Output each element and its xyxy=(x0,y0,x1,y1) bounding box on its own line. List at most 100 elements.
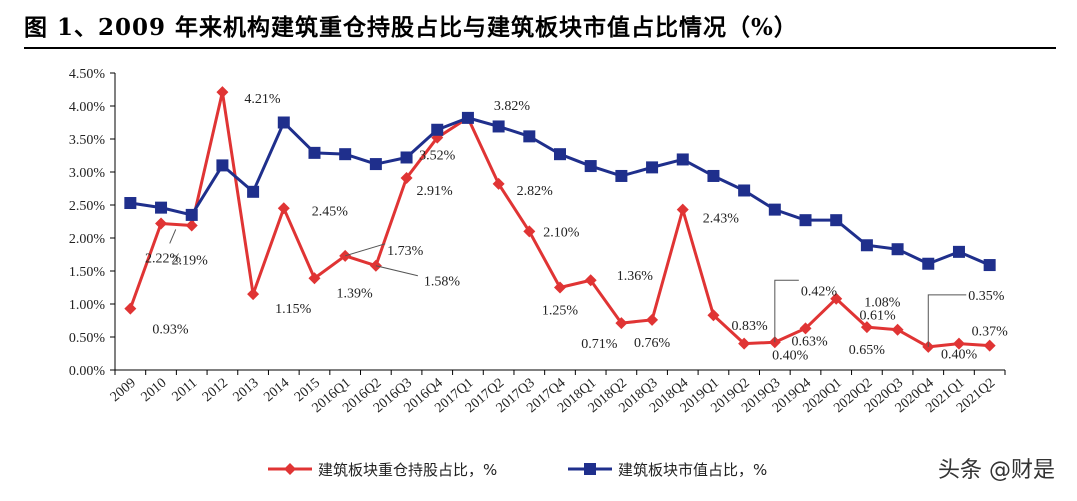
series-2-point xyxy=(584,160,597,173)
series-2-point xyxy=(707,169,720,182)
series-1-point xyxy=(952,337,965,350)
data-label: 0.42% xyxy=(801,284,838,299)
series-2-point xyxy=(768,203,781,216)
legend-label-2: 建筑板块市值占比，% xyxy=(618,461,767,479)
series-2-point xyxy=(922,257,935,270)
series-2-point xyxy=(615,169,628,182)
series-2-point xyxy=(247,185,260,198)
data-label: 2.45% xyxy=(312,204,349,219)
data-label: 0.71% xyxy=(581,337,618,352)
series-1-point xyxy=(247,288,260,301)
data-label: 2.19% xyxy=(172,253,209,268)
series-2-point xyxy=(523,130,536,143)
data-label: 1.39% xyxy=(336,286,373,301)
data-label: 0.63% xyxy=(792,334,829,349)
data-label: 2.10% xyxy=(543,225,580,240)
series-2-point xyxy=(216,159,229,172)
series-2-point xyxy=(155,201,168,214)
title-underline xyxy=(24,47,1056,49)
y-tick-label: 0.50% xyxy=(69,331,106,346)
series-1-point xyxy=(860,321,873,334)
data-label: 4.21% xyxy=(244,92,281,107)
y-tick-label: 3.50% xyxy=(69,133,106,148)
data-label: 0.40% xyxy=(772,349,809,364)
y-tick-label: 2.00% xyxy=(69,232,106,247)
data-label: 0.93% xyxy=(152,323,189,338)
y-tick-label: 1.50% xyxy=(69,265,106,280)
series-1-point xyxy=(615,317,628,330)
series-1-point xyxy=(554,281,566,294)
data-label: 1.58% xyxy=(424,275,461,290)
y-tick-label: 3.00% xyxy=(69,166,106,181)
series-1-point xyxy=(492,177,505,190)
label-leader-line xyxy=(927,294,967,347)
series-1-point xyxy=(185,219,198,232)
series-1-point xyxy=(799,322,812,335)
series-1-point xyxy=(738,337,751,350)
series-1-point xyxy=(277,202,290,215)
series-2-point xyxy=(431,123,444,136)
data-label: 0.65% xyxy=(849,343,886,358)
series-1-point xyxy=(676,203,689,216)
legend-marker-diamond xyxy=(284,463,296,475)
series-2-point xyxy=(554,148,566,161)
series-2-point xyxy=(124,197,137,210)
data-label: 1.15% xyxy=(275,302,312,317)
series-1-point xyxy=(891,323,904,336)
data-label: 1.73% xyxy=(387,244,424,259)
series-1-point xyxy=(400,171,413,184)
label-leader-line xyxy=(169,229,177,244)
series-1-point xyxy=(983,339,996,352)
watermark: 头条 @财是 xyxy=(938,458,1055,483)
series-1-point xyxy=(707,309,720,322)
y-tick-label: 2.50% xyxy=(69,199,106,214)
series-1-point xyxy=(584,274,597,287)
x-tick-label: 2011 xyxy=(170,376,201,405)
y-tick-label: 0.00% xyxy=(69,364,106,379)
series-2-point xyxy=(891,243,904,256)
x-axis-ticks: 2009 2010 2011 2012 2013 2014 20152016Q12016Q2… xyxy=(108,370,1006,416)
data-label: 1.25% xyxy=(542,304,579,319)
data-label: 0.35% xyxy=(968,289,1005,304)
series-2-point xyxy=(952,245,965,258)
series-1-point xyxy=(155,217,168,230)
y-tick-label: 4.00% xyxy=(69,100,106,115)
y-tick-label: 1.00% xyxy=(69,298,106,313)
series-1-point xyxy=(646,313,659,326)
label-leader-line xyxy=(375,265,418,277)
series-1-point xyxy=(830,292,843,305)
series-2-point xyxy=(799,214,812,227)
series-2-point xyxy=(461,111,474,124)
data-label: 0.40% xyxy=(941,348,978,363)
chart-legend: 建筑板块重仓持股占比，% 建筑板块市值占比，% xyxy=(268,461,767,479)
label-leader-line xyxy=(774,279,799,343)
x-tick-label: 2009 xyxy=(108,376,139,405)
series-2-point xyxy=(860,239,873,252)
series-1-point xyxy=(523,225,536,238)
data-label: 2.91% xyxy=(417,184,454,199)
data-label: 0.61% xyxy=(860,309,897,324)
series-2-point xyxy=(646,161,659,174)
series-2-point xyxy=(492,120,505,133)
chart-series xyxy=(124,86,996,353)
series-line-2 xyxy=(130,116,991,267)
series-1-point xyxy=(308,272,321,285)
data-label: 0.83% xyxy=(731,319,768,334)
y-axis-ticks: 0.00% 0.50% 1.00% 1.50% 2.00% 2.50% 3.00% 3.50%… xyxy=(69,67,115,379)
data-label: 1.36% xyxy=(617,269,654,284)
data-label: 3.82% xyxy=(494,99,531,114)
data-label: 2.43% xyxy=(703,212,740,227)
data-label: 2.22% xyxy=(145,251,182,266)
x-tick-label: 2014 xyxy=(261,376,292,405)
series-2-point xyxy=(185,208,198,221)
legend-label-1: 建筑板块重仓持股占比，% xyxy=(318,461,497,479)
series-1-point xyxy=(124,302,137,315)
x-tick-label: 2012 xyxy=(200,376,231,405)
series-1-point xyxy=(216,86,229,99)
data-label: 3.52% xyxy=(419,149,456,164)
data-label: 1.08% xyxy=(864,296,901,311)
series-2-point xyxy=(983,259,996,272)
series-2-point xyxy=(676,153,689,166)
series-2-point xyxy=(277,116,290,129)
series-2-point xyxy=(738,184,751,197)
